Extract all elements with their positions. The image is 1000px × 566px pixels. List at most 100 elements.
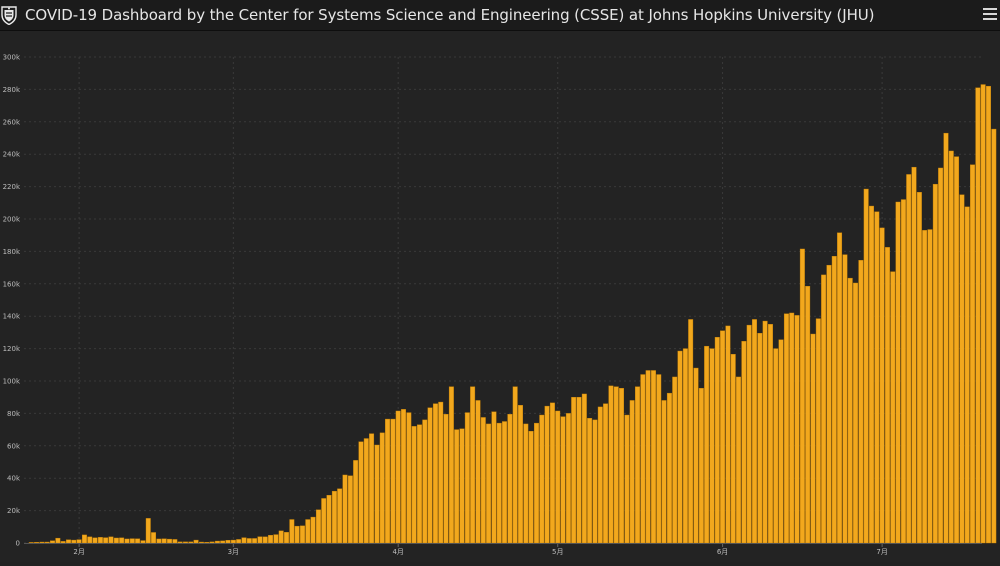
bar[interactable] [369,433,375,544]
bar[interactable] [119,537,125,544]
bar[interactable] [560,416,566,544]
bar[interactable] [87,536,93,544]
bar[interactable] [406,412,412,544]
bar[interactable] [826,264,832,544]
bar[interactable] [688,319,694,544]
bar[interactable] [417,424,422,544]
bar[interactable] [491,411,497,544]
bar[interactable] [507,414,513,544]
bar[interactable] [730,354,736,544]
bar[interactable] [959,194,965,544]
bar[interactable] [789,312,795,544]
bar[interactable] [480,417,486,544]
bar[interactable] [401,409,406,544]
bar[interactable] [241,537,247,544]
bar[interactable] [837,232,843,544]
bar[interactable] [66,539,71,544]
bar[interactable] [677,350,683,544]
bar[interactable] [300,525,305,544]
bar[interactable] [922,230,928,544]
bar[interactable] [140,540,146,544]
bar[interactable] [97,537,103,544]
bar[interactable] [204,541,210,544]
bar[interactable] [273,534,279,544]
bar[interactable] [938,167,944,544]
bar[interactable] [943,132,949,544]
bar[interactable] [278,530,284,544]
bar[interactable] [986,85,991,544]
bar[interactable] [257,536,263,544]
bar[interactable] [544,405,550,544]
bar[interactable] [555,410,561,544]
bar[interactable] [92,537,98,544]
bar[interactable] [927,229,933,544]
bar[interactable] [374,444,380,544]
bar[interactable] [385,418,391,544]
bar[interactable] [28,542,34,544]
bar[interactable] [794,315,800,544]
bar[interactable] [124,538,130,544]
bar[interactable] [518,405,523,544]
bar[interactable] [342,474,348,544]
bar[interactable] [459,428,465,544]
bar[interactable] [246,538,252,544]
bar[interactable] [262,536,268,544]
bar[interactable] [220,540,226,544]
bar[interactable] [475,400,481,544]
bar[interactable] [236,539,242,544]
bar[interactable] [145,518,151,544]
bar[interactable] [757,333,763,544]
bar[interactable] [720,330,726,544]
bar[interactable] [395,410,401,544]
bar[interactable] [773,348,779,544]
bar[interactable] [225,540,231,544]
bar[interactable] [698,388,704,544]
bar[interactable] [964,206,970,544]
bar[interactable] [613,386,619,544]
bar[interactable] [103,537,109,544]
bar[interactable] [363,438,369,544]
bar[interactable] [932,183,938,544]
bar[interactable] [762,320,768,544]
bar[interactable] [443,414,449,544]
bar[interactable] [81,534,87,544]
bar[interactable] [528,431,534,544]
bar[interactable] [900,199,906,544]
bar[interactable] [161,538,167,544]
bar[interactable] [183,541,188,544]
bar[interactable] [629,400,635,544]
bar[interactable] [230,539,236,544]
bar[interactable] [906,174,912,544]
bar[interactable] [268,535,274,544]
bar[interactable] [581,393,587,544]
bar[interactable] [746,324,752,544]
bar[interactable] [863,188,869,544]
bar[interactable] [576,397,582,544]
bar[interactable] [799,248,805,544]
bar[interactable] [810,333,816,544]
bar[interactable] [948,150,954,544]
bar[interactable] [741,341,747,544]
bar[interactable] [603,403,609,544]
bar[interactable] [682,348,688,544]
bar[interactable] [890,271,896,544]
bar[interactable] [831,256,837,544]
bar[interactable] [879,227,885,544]
bar[interactable] [752,319,757,544]
bar[interactable] [464,412,470,544]
bar[interactable] [991,128,997,544]
bar[interactable] [486,423,492,544]
bar[interactable] [815,318,821,544]
bar[interactable] [619,388,624,544]
bar[interactable] [640,374,646,544]
bar[interactable] [645,370,651,544]
bar[interactable] [885,247,890,544]
bar[interactable] [565,413,571,544]
bar[interactable] [666,392,672,544]
bar[interactable] [151,532,157,544]
bar[interactable] [305,519,311,544]
bar[interactable] [496,422,502,544]
bar[interactable] [113,537,119,544]
bar[interactable] [294,525,300,544]
bar[interactable] [608,385,614,544]
